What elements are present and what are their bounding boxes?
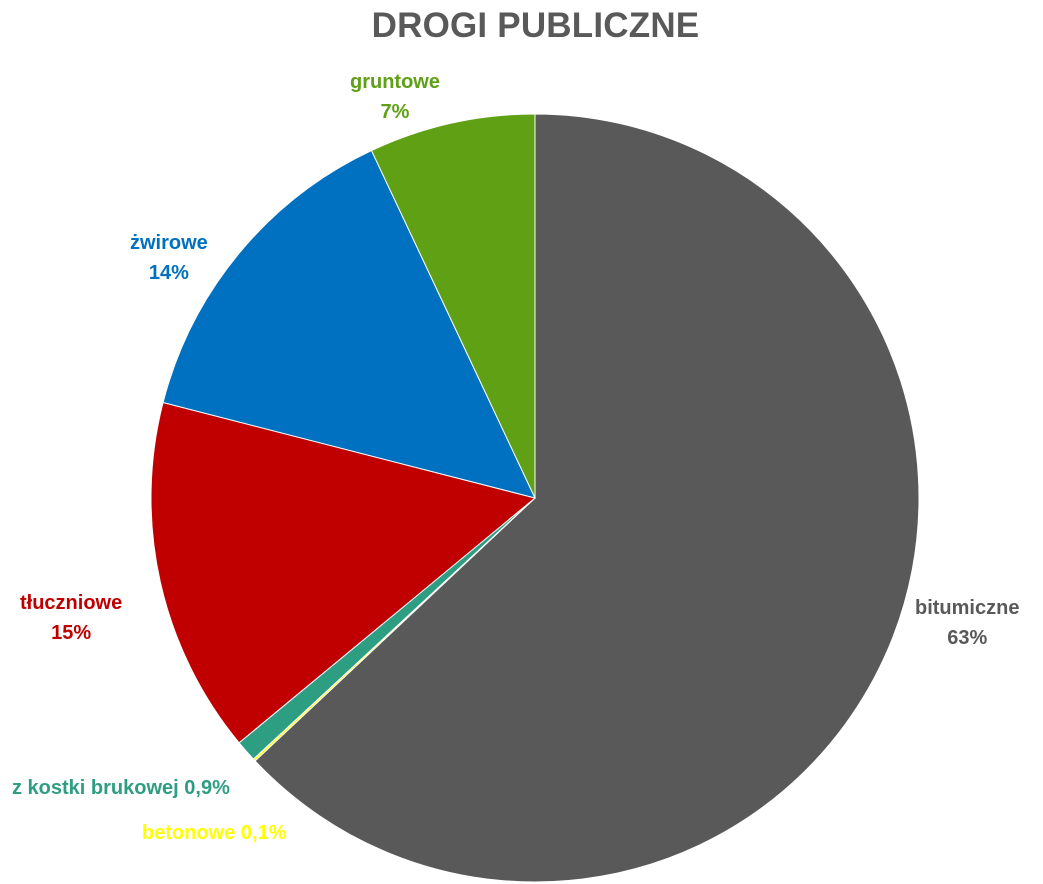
label-z-kostki-brukowej-name: z kostki brukowej bbox=[12, 777, 179, 799]
slice-tłuczniowe bbox=[150, 401, 537, 744]
label-zwirowe: żwirowe 14% bbox=[130, 228, 208, 288]
label-gruntowe-name: gruntowe bbox=[350, 71, 440, 93]
label-bitumiczne: bitumiczne 63% bbox=[915, 593, 1019, 653]
label-betonowe-value: 0,1% bbox=[240, 822, 287, 844]
label-z-kostki-brukowej-value: 0,9% bbox=[184, 777, 230, 799]
label-tluczniowe-value: 15% bbox=[51, 622, 92, 644]
label-z-kostki-brukowej: z kostki brukowej 0,9% bbox=[12, 777, 230, 800]
pie-slices bbox=[150, 113, 920, 883]
label-bitumiczne-name: bitumiczne bbox=[915, 597, 1020, 619]
label-betonowe: betonowe 0,1% bbox=[142, 822, 287, 845]
label-gruntowe-value: 7% bbox=[380, 101, 410, 123]
label-bitumiczne-value: 63% bbox=[947, 627, 988, 649]
label-tluczniowe: tłuczniowe 15% bbox=[20, 588, 122, 648]
chart-title: DROGI PUBLICZNE bbox=[371, 6, 700, 45]
label-betonowe-name: betonowe bbox=[142, 822, 236, 844]
label-gruntowe: gruntowe 7% bbox=[350, 67, 440, 127]
label-zwirowe-name: żwirowe bbox=[130, 232, 208, 254]
label-tluczniowe-name: tłuczniowe bbox=[20, 592, 123, 614]
slice-gruntowe bbox=[370, 113, 536, 499]
slice-bitumiczne bbox=[254, 113, 920, 883]
label-zwirowe-value: 14% bbox=[148, 262, 189, 284]
slice-żwirowe bbox=[162, 149, 536, 499]
